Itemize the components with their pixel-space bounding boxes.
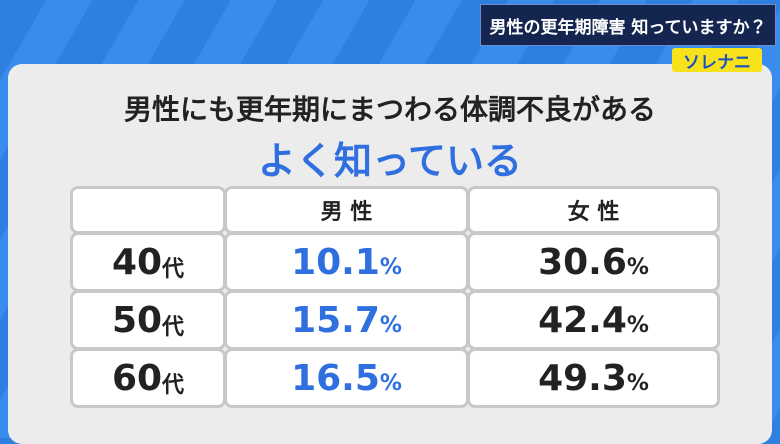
row-label: 50 代 — [70, 290, 226, 350]
value-cell: 10.1% — [224, 232, 469, 292]
value-number: 15.7 — [291, 299, 380, 341]
value-cell: 15.7% — [224, 290, 469, 350]
value-cell: 49.3% — [467, 348, 720, 408]
age-unit: 代 — [162, 315, 185, 340]
row-label: 40 代 — [70, 232, 226, 292]
value-unit: % — [379, 254, 402, 280]
value-unit: % — [626, 370, 649, 396]
value-cell: 30.6% — [467, 232, 720, 292]
value-unit: % — [379, 312, 402, 338]
age-number: 40 — [111, 241, 163, 283]
value-number: 30.6 — [538, 241, 627, 283]
age-number: 60 — [111, 357, 163, 399]
corner-cell — [70, 186, 226, 234]
value-cell: 16.5% — [224, 348, 469, 408]
value-number: 42.4 — [538, 299, 627, 341]
value-number: 49.3 — [538, 357, 627, 399]
value-cell: 42.4% — [467, 290, 720, 350]
column-header: 男 性 — [224, 186, 469, 234]
age-number: 50 — [111, 299, 163, 341]
value-unit: % — [626, 254, 649, 280]
row-label: 60 代 — [70, 348, 226, 408]
header-badge: ソレナニ — [672, 48, 762, 73]
value-number: 10.1 — [291, 241, 380, 283]
panel-title: 男性にも更年期にまつわる体調不良がある — [123, 93, 656, 126]
value-unit: % — [626, 312, 649, 338]
value-unit: % — [379, 370, 402, 396]
age-unit: 代 — [162, 373, 185, 398]
column-header: 女 性 — [467, 186, 720, 234]
header-title: 男性の更年期障害 知っていますか？ — [480, 4, 776, 46]
value-number: 16.5 — [291, 357, 380, 399]
age-unit: 代 — [162, 257, 185, 282]
panel-subtitle: よく知っている — [257, 139, 523, 183]
